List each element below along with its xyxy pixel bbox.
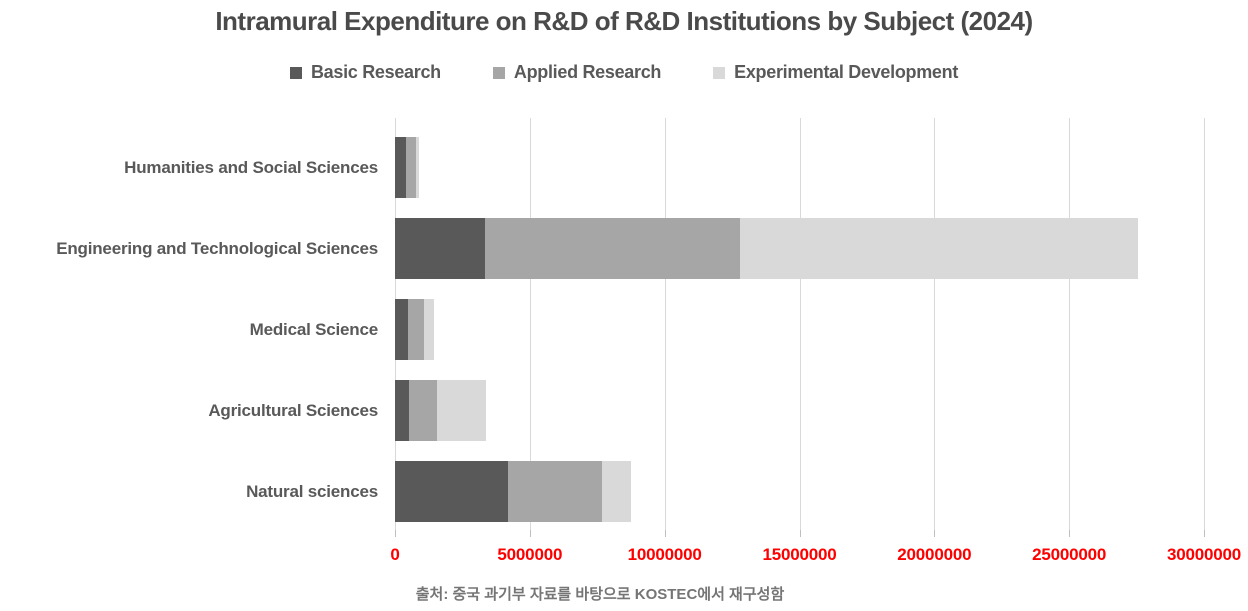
x-axis-tick-label: 5000000 [497, 545, 563, 564]
bar-segment [484, 218, 741, 279]
gridline [934, 118, 936, 530]
bar-row [395, 461, 1204, 522]
bar-segment [405, 137, 417, 198]
axis-tick [664, 530, 666, 537]
source-caption: 출처: 중국 과기부 자료를 바탕으로 KOSTEC에서 재구성함 [415, 586, 785, 603]
bar-segment [416, 137, 420, 198]
x-axis-tick-label: 15000000 [762, 545, 837, 564]
bar-segment [408, 299, 425, 360]
gridline [1069, 118, 1071, 530]
legend-item-experimental-development: Experimental Development [713, 62, 958, 83]
bar-row [395, 137, 1204, 198]
bar-segment [507, 461, 602, 522]
legend-label: Basic Research [310, 62, 441, 82]
bar-row [395, 218, 1204, 279]
legend-swatch-icon [713, 66, 726, 79]
gridline [799, 118, 801, 530]
bar-segment [408, 380, 437, 441]
bar-row [395, 380, 1204, 441]
gridline [664, 118, 666, 530]
legend: Basic Research Applied Research Experime… [0, 62, 1248, 83]
plot-area [395, 118, 1205, 537]
axis-tick [934, 530, 936, 537]
legend-item-applied-research: Applied Research [492, 62, 662, 83]
bar-segment [395, 380, 409, 441]
chart-title: Intramural Expenditure on R&D of R&D Ins… [215, 6, 1033, 36]
category-label: Engineering and Technological Sciences [56, 238, 378, 258]
bar-segment [601, 461, 631, 522]
category-label: Natural sciences [246, 481, 378, 501]
category-axis: Humanities and Social Sciences Engineerin… [0, 0, 378, 611]
x-axis-tick-label: 30000000 [1166, 545, 1242, 564]
x-axis-tick-label: 20000000 [897, 545, 972, 564]
bar-segment [395, 137, 406, 198]
axis-tick [395, 530, 396, 537]
bar-segment [395, 218, 485, 279]
category-label: Humanities and Social Sciences [124, 157, 378, 177]
bar-segment [436, 380, 487, 441]
axis-tick [799, 530, 801, 537]
x-axis-tick-label: 25000000 [1032, 545, 1107, 564]
gridline [1204, 118, 1205, 530]
bar-segment [424, 299, 434, 360]
bar-segment [740, 218, 1138, 279]
bar-segment [395, 299, 409, 360]
x-axis-tick-label: 10000000 [627, 545, 702, 564]
gridline [529, 118, 531, 530]
bar-row [395, 299, 1204, 360]
category-label: Medical Science [249, 319, 379, 339]
legend-item-basic-research: Basic Research [289, 62, 441, 83]
legend-swatch-icon [492, 66, 505, 79]
axis-tick [1204, 530, 1205, 537]
bar-segment [395, 461, 508, 522]
category-label: Agricultural Sciences [208, 400, 378, 420]
legend-label: Experimental Development [734, 62, 959, 82]
legend-label: Applied Research [513, 62, 662, 82]
axis-tick [529, 530, 531, 537]
axis-tick [1069, 530, 1071, 537]
legend-swatch-icon [289, 66, 302, 79]
